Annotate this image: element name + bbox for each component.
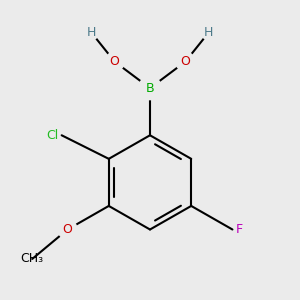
Text: O: O [110, 55, 120, 68]
Circle shape [139, 77, 161, 100]
Text: F: F [236, 223, 242, 236]
Text: Cl: Cl [46, 129, 59, 142]
Text: B: B [146, 82, 154, 95]
Circle shape [58, 220, 77, 239]
Text: O: O [180, 55, 190, 68]
Circle shape [83, 25, 99, 40]
Text: H: H [86, 26, 96, 39]
Circle shape [105, 52, 124, 71]
Text: H: H [204, 26, 214, 39]
Text: O: O [63, 223, 73, 236]
Circle shape [176, 52, 195, 71]
Circle shape [201, 25, 217, 40]
Text: CH₃: CH₃ [21, 252, 44, 266]
